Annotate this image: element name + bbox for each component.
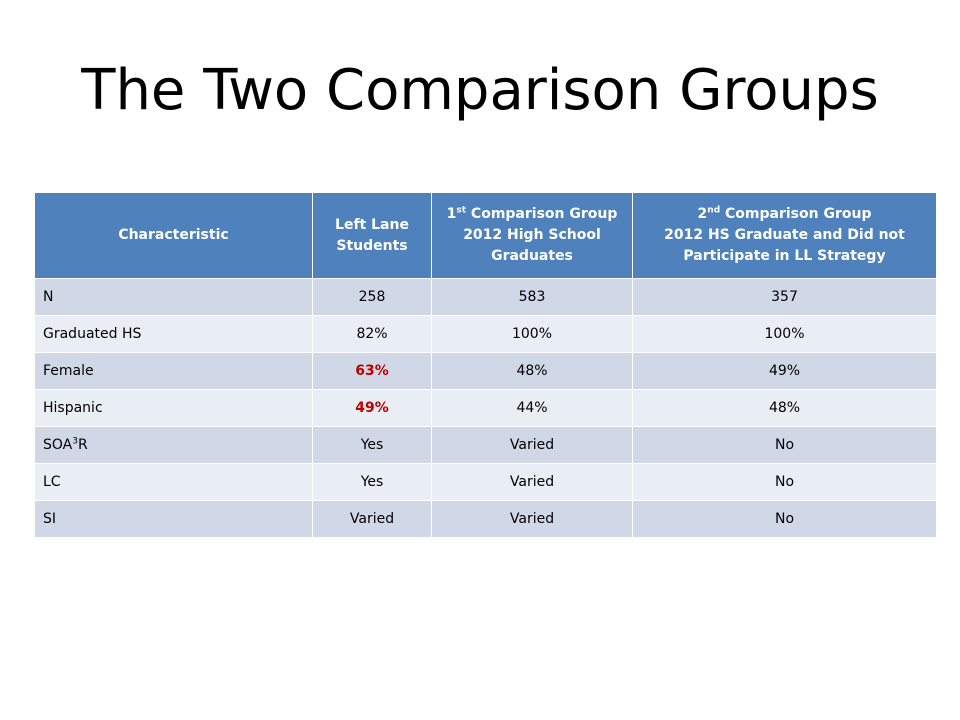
table-row: Graduated HS 82% 100% 100%: [34, 315, 937, 353]
cell-group1: 44%: [431, 389, 633, 427]
cell-group1: 48%: [431, 352, 633, 390]
cell-group2: 48%: [632, 389, 937, 427]
cell-group2: No: [632, 426, 937, 464]
cell-group1: 583: [431, 278, 633, 316]
cell-group2: No: [632, 463, 937, 501]
cell-left-lane: Varied: [312, 500, 432, 538]
cell-left-lane: 258: [312, 278, 432, 316]
cell-left-lane: Yes: [312, 463, 432, 501]
table-row: SOA3R Yes Varied No: [34, 426, 937, 464]
cell-left-lane: 82%: [312, 315, 432, 353]
header-left-lane-line2: Students: [336, 237, 408, 254]
header-group2-sup: nd: [707, 205, 721, 216]
cell-group1: Varied: [431, 426, 633, 464]
header-characteristic-label: Characteristic: [118, 227, 229, 243]
row-label-pre: SOA: [43, 437, 73, 453]
header-group2-desc: 2012 HS Graduate and Did not Participate…: [664, 227, 905, 264]
row-label: N: [34, 278, 313, 316]
header-left-lane-line1: Left Lane: [335, 216, 409, 233]
cell-left-lane-highlighted: 49%: [312, 389, 432, 427]
table-row: Hispanic 49% 44% 48%: [34, 389, 937, 427]
cell-left-lane-highlighted: 63%: [312, 352, 432, 390]
header-characteristic: Characteristic: [34, 192, 313, 279]
header-group1-title: Comparison Group: [466, 206, 618, 222]
header-group1: 1st Comparison Group 2012 High School Gr…: [431, 192, 633, 279]
cell-group1: 100%: [431, 315, 633, 353]
header-group1-num: 1: [446, 206, 457, 222]
table-row: N 258 583 357: [34, 278, 937, 316]
cell-group2: 357: [632, 278, 937, 316]
cell-group1: Varied: [431, 463, 633, 501]
header-group1-desc: 2012 High School Graduates: [463, 227, 601, 264]
header-group2: 2nd Comparison Group 2012 HS Graduate an…: [632, 192, 937, 279]
cell-group2: No: [632, 500, 937, 538]
row-label: SOA3R: [34, 426, 313, 464]
slide-title: The Two Comparison Groups: [81, 58, 879, 123]
header-group1-sup: st: [456, 205, 467, 216]
header-left-lane: Left Lane Students: [312, 192, 432, 279]
table-row: Female 63% 48% 49%: [34, 352, 937, 390]
header-group2-title: Comparison Group: [720, 206, 872, 222]
table-header-row: Characteristic Left Lane Students 1st Co…: [34, 192, 937, 279]
row-label: SI: [34, 500, 313, 538]
cell-group2: 49%: [632, 352, 937, 390]
table-row: SI Varied Varied No: [34, 500, 937, 538]
comparison-table: Characteristic Left Lane Students 1st Co…: [34, 192, 937, 538]
row-label-sup: 3: [72, 436, 78, 447]
header-group2-num: 2: [697, 206, 708, 222]
table-row: LC Yes Varied No: [34, 463, 937, 501]
cell-group2: 100%: [632, 315, 937, 353]
row-label: LC: [34, 463, 313, 501]
row-label: Graduated HS: [34, 315, 313, 353]
row-label: Hispanic: [34, 389, 313, 427]
cell-group1: Varied: [431, 500, 633, 538]
row-label: Female: [34, 352, 313, 390]
row-label-post: R: [77, 437, 88, 453]
cell-left-lane: Yes: [312, 426, 432, 464]
